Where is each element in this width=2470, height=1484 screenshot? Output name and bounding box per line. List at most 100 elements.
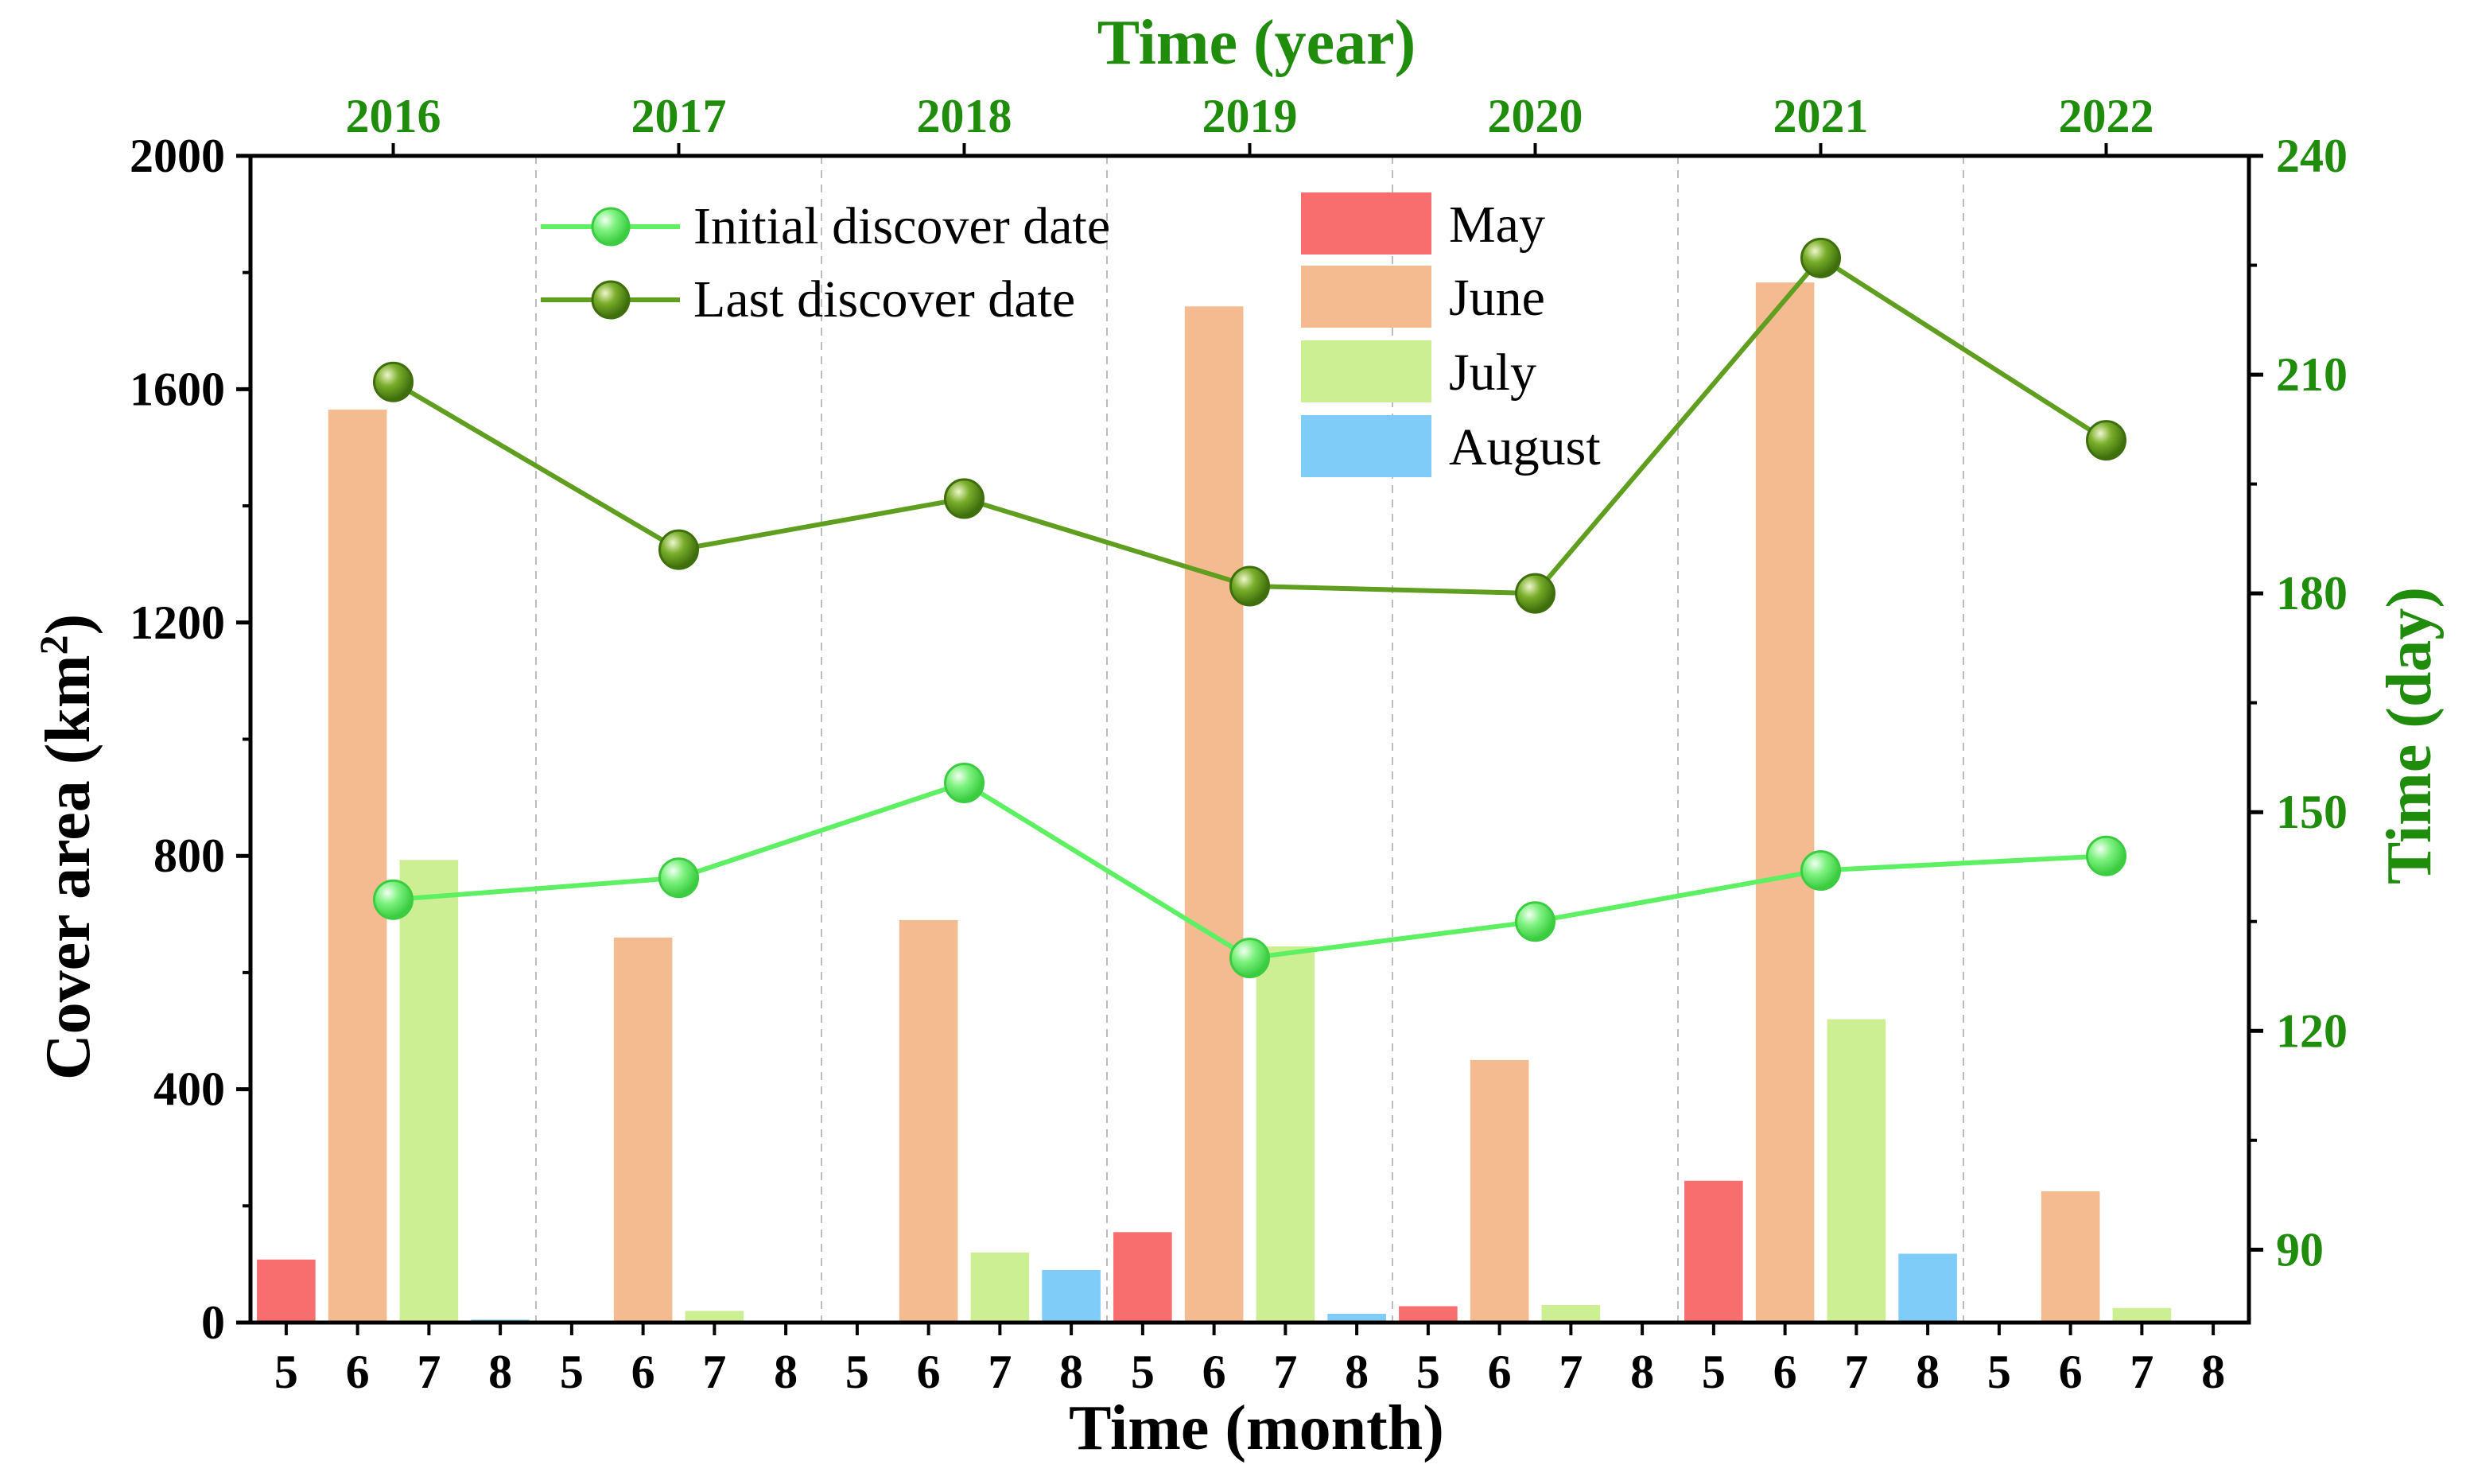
bar-may-2019 [1113, 1232, 1172, 1323]
point-last-2018 [944, 478, 985, 519]
point-last-2022 [2086, 420, 2126, 461]
month-tick-label: 7 [1559, 1346, 1583, 1398]
month-tick-label: 8 [1059, 1346, 1083, 1398]
legend-item-initial: Initial discover date [541, 197, 1110, 255]
point-initial-2018 [944, 763, 985, 804]
bar-may-2016 [257, 1259, 316, 1323]
legend-swatch-may [1301, 192, 1431, 254]
month-tick-label: 8 [1916, 1346, 1940, 1398]
bar-june-2021 [1755, 282, 1815, 1323]
month-tick-label: 5 [274, 1346, 298, 1398]
bar-july-2017 [685, 1311, 744, 1323]
y2-axis-label: Time (day) [2375, 587, 2445, 884]
legend-swatch-july [1301, 340, 1431, 402]
axes [236, 143, 2263, 1335]
month-tick-label: 5 [845, 1346, 869, 1398]
line-last-discover-date [391, 254, 2108, 596]
point-initial-2016 [373, 879, 414, 920]
legend-label-last: Last discover date [693, 270, 1075, 328]
bar-layer [257, 282, 2243, 1323]
legend-label-initial: Initial discover date [693, 197, 1110, 255]
legend-label-june: June [1449, 269, 1545, 327]
legend: Initial discover date Last discover date… [541, 192, 1601, 477]
month-tick-label: 5 [560, 1346, 584, 1398]
y2-tick-label: 150 [2276, 786, 2348, 838]
month-tick-label: 6 [346, 1346, 370, 1398]
month-tick-label: 6 [2059, 1346, 2083, 1398]
year-tick-label: 2017 [631, 90, 727, 142]
bar-july-2021 [1827, 1019, 1886, 1323]
point-last-2021 [1800, 237, 1841, 278]
bar-july-2022 [2112, 1307, 2172, 1323]
month-tick-label: 7 [417, 1346, 441, 1398]
legend-item-july: July [1301, 340, 1536, 402]
month-tick-label: 7 [702, 1346, 726, 1398]
line-initial-discover-date [393, 780, 2107, 961]
bar-july-2019 [1256, 946, 1315, 1323]
point-initial-2021 [1800, 850, 1841, 892]
bar-june-2016 [328, 410, 387, 1323]
legend-swatch-august [1301, 415, 1431, 477]
point-last-2020 [1515, 573, 1555, 614]
plot-frame [248, 153, 2251, 1325]
x-axis-label: Time (month) [1069, 1393, 1444, 1463]
bar-june-2017 [613, 937, 673, 1323]
y2-tick-label: 120 [2276, 1004, 2348, 1057]
y-tick-label: 400 [153, 1063, 225, 1116]
month-tick-label: 7 [1844, 1346, 1868, 1398]
y-tick-label: 1600 [130, 363, 225, 415]
bar-july-2020 [1541, 1304, 1601, 1323]
y-tick-label: 0 [201, 1296, 225, 1349]
legend-label-july: July [1449, 344, 1536, 402]
bar-june-2022 [2041, 1191, 2100, 1323]
point-initial-2020 [1515, 901, 1555, 942]
year-tick-label: 2018 [917, 90, 1012, 142]
year-tick-label: 2019 [1202, 90, 1298, 142]
month-tick-label: 7 [1273, 1346, 1297, 1398]
y2-tick-label: 180 [2276, 567, 2348, 620]
y-axis-label-main: Cover area (km [33, 655, 103, 1080]
month-tick-label: 5 [1987, 1346, 2011, 1398]
bar-august-2021 [1898, 1253, 1957, 1323]
legend-label-august: August [1449, 418, 1601, 476]
chart-title: Time (year) [1097, 8, 1416, 78]
y2-tick-label: 240 [2276, 130, 2348, 182]
month-tick-label: 7 [988, 1346, 1012, 1398]
legend-swatch-initial-marker [591, 207, 631, 247]
month-tick-label: 8 [1345, 1346, 1369, 1398]
month-tick-label: 6 [1773, 1346, 1797, 1398]
bar-july-2016 [399, 860, 459, 1323]
year-tick-label: 2020 [1488, 90, 1583, 142]
y-axis-label: Cover area (km2) [31, 614, 103, 1080]
legend-item-last: Last discover date [541, 270, 1075, 328]
year-tick-label: 2022 [2059, 90, 2154, 142]
bar-june-2018 [899, 919, 958, 1323]
month-tick-label: 6 [631, 1346, 655, 1398]
month-tick-label: 6 [1202, 1346, 1226, 1398]
legend-swatch-june [1301, 266, 1431, 328]
month-tick-label: 6 [917, 1346, 941, 1398]
y-tick-label: 2000 [130, 130, 225, 182]
legend-item-june: June [1301, 266, 1545, 328]
month-tick-label: 8 [2201, 1346, 2225, 1398]
legend-label-may: May [1449, 196, 1545, 254]
y2-tick-label: 90 [2276, 1223, 2324, 1276]
bar-june-2020 [1470, 1059, 1529, 1323]
y-tick-label: 1200 [130, 596, 225, 649]
month-tick-label: 5 [1416, 1346, 1440, 1398]
year-tick-label: 2016 [346, 90, 441, 142]
bar-may-2021 [1684, 1180, 1743, 1323]
month-tick-label: 8 [774, 1346, 798, 1398]
month-tick-label: 7 [2130, 1346, 2153, 1398]
y-tick-label: 800 [153, 829, 225, 882]
year-tick-label: 2021 [1773, 90, 1869, 142]
y-axis-label-end: ) [33, 614, 103, 635]
point-last-2017 [658, 529, 699, 570]
line-layer [373, 237, 2126, 979]
bar-july-2018 [970, 1252, 1030, 1323]
point-initial-2019 [1229, 938, 1270, 979]
y-axis-label-sup: 2 [31, 635, 76, 655]
month-tick-label: 8 [1630, 1346, 1654, 1398]
y2-tick-label: 210 [2276, 348, 2348, 401]
